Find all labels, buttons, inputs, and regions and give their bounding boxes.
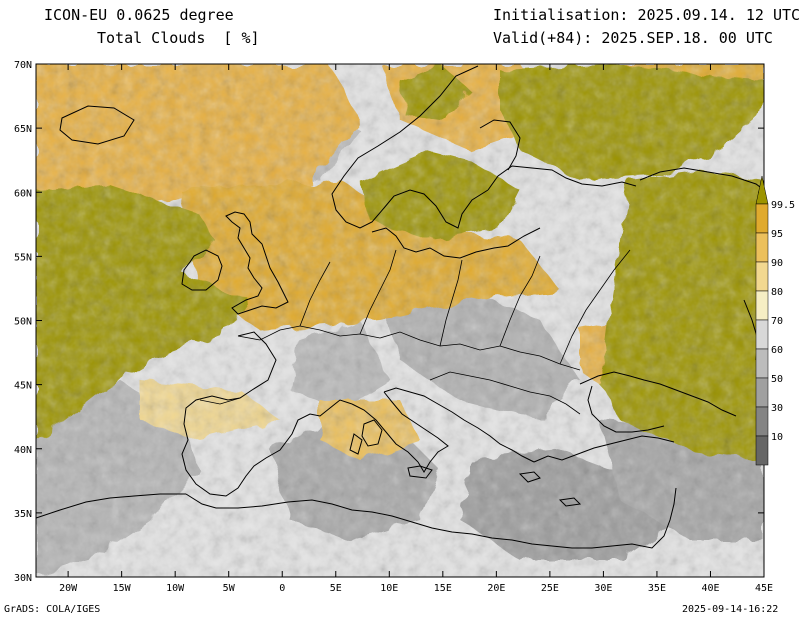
lon-tick-label: 40E xyxy=(701,583,719,594)
colorbar-label: 30 xyxy=(771,403,783,414)
lon-tick-label: 5E xyxy=(330,583,342,594)
colorbar: 99.5 95 90 80 70 60 50 30 10 xyxy=(755,175,795,466)
lat-tick-label: 70N xyxy=(14,60,32,71)
lon-tick-label: 45E xyxy=(755,583,773,594)
colorbar-swatch xyxy=(755,232,769,263)
colorbar-label: 70 xyxy=(771,316,783,327)
render-timestamp: 2025-09-14-16:22 xyxy=(682,604,779,615)
lon-tick-label: 20W xyxy=(59,583,78,594)
lon-tick-label: 25E xyxy=(541,583,559,594)
valid-time: Valid(+84): 2025.SEP.18. 00 UTC xyxy=(493,29,773,47)
field-title: Total Clouds [ %] xyxy=(97,29,260,47)
colorbar-label: 99.5 xyxy=(771,200,795,211)
lat-tick-label: 50N xyxy=(14,317,32,328)
lat-tick-label: 40N xyxy=(14,445,32,456)
init-time: Initialisation: 2025.09.14. 12 UTC xyxy=(493,6,800,24)
colorbar-swatch xyxy=(755,319,769,350)
model-title: ICON-EU 0.0625 degree xyxy=(44,6,234,24)
colorbar-swatch xyxy=(755,406,769,437)
colorbar-label: 10 xyxy=(771,432,783,443)
lon-tick-label: 20E xyxy=(487,583,505,594)
lon-tick-label: 30E xyxy=(594,583,612,594)
lat-tick-label: 35N xyxy=(14,509,32,520)
axis-ticks: 20W 15W 10W 5W 0 5E 10E 15E 20E 25E 30E 35E 40E 45E 30… xyxy=(14,60,773,594)
colorbar-label: 95 xyxy=(771,229,783,240)
lat-tick-label: 45N xyxy=(14,381,32,392)
colorbar-swatch xyxy=(755,377,769,408)
lat-tick-label: 65N xyxy=(14,124,32,135)
country-borders xyxy=(199,249,631,415)
lon-tick-label: 0 xyxy=(279,583,285,594)
coastlines xyxy=(36,65,764,549)
colorbar-swatch xyxy=(755,261,769,292)
colorbar-swatch xyxy=(755,203,769,234)
colorbar-label: 60 xyxy=(771,345,783,356)
lon-tick-label: 15E xyxy=(434,583,452,594)
lon-tick-label: 15W xyxy=(113,583,132,594)
lat-tick-label: 30N xyxy=(14,573,32,584)
colorbar-swatch xyxy=(755,435,769,466)
lat-tick-label: 55N xyxy=(14,252,32,263)
lon-tick-label: 5W xyxy=(223,583,236,594)
colorbar-swatch xyxy=(755,348,769,379)
lon-tick-label: 35E xyxy=(648,583,666,594)
cloud-texture xyxy=(36,64,764,577)
colorbar-label: 90 xyxy=(771,258,783,269)
colorbar-label: 50 xyxy=(771,374,783,385)
lon-tick-label: 10E xyxy=(380,583,398,594)
colorbar-label: 80 xyxy=(771,287,783,298)
colorbar-swatch xyxy=(755,290,769,321)
lat-tick-label: 60N xyxy=(14,188,32,199)
lon-tick-label: 10W xyxy=(166,583,185,594)
grads-credit: GrADS: COLA/IGES xyxy=(4,604,101,615)
